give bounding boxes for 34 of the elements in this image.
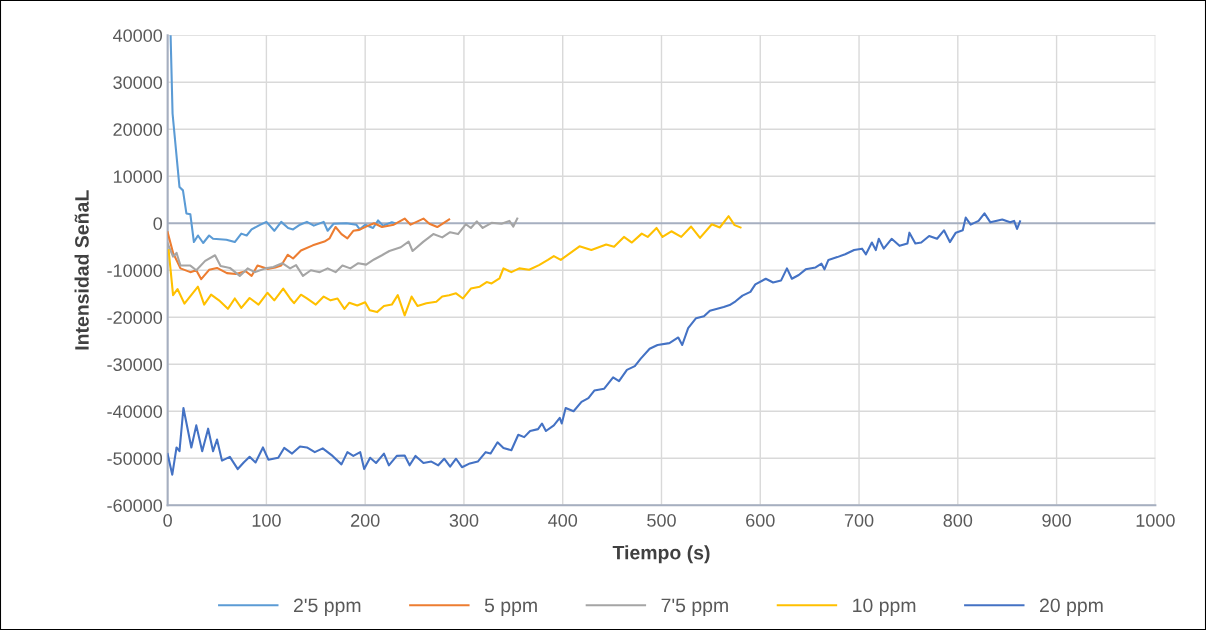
x-tick-label: 800 bbox=[943, 514, 973, 527]
y-tick-label: -30000 bbox=[107, 358, 163, 371]
line-series bbox=[167, 215, 742, 317]
y-tick-label: 0 bbox=[153, 217, 163, 230]
legend-label: 20 ppm bbox=[1040, 598, 1103, 617]
x-tick-label: 300 bbox=[449, 514, 479, 527]
y-tick-label: -50000 bbox=[107, 452, 163, 465]
y-tick-label: -40000 bbox=[107, 405, 163, 418]
y-tick-label: -60000 bbox=[107, 499, 163, 512]
x-tick-label: 600 bbox=[746, 514, 775, 527]
x-tick-label: 0 bbox=[163, 514, 172, 527]
line-series bbox=[167, 212, 1022, 476]
line-series bbox=[167, 217, 519, 277]
legend-label: 2'5 ppm bbox=[293, 598, 361, 617]
x-tick-label: 400 bbox=[548, 514, 578, 527]
line-series bbox=[169, 35, 396, 245]
x-tick-label: 200 bbox=[351, 514, 380, 527]
y-tick-label: 40000 bbox=[112, 29, 163, 42]
legend-label: 5 ppm bbox=[484, 598, 537, 617]
x-axis-title: Tiempo (s) bbox=[612, 545, 710, 564]
x-tick-label: 700 bbox=[844, 514, 874, 527]
x-tick-label: 100 bbox=[252, 514, 281, 527]
x-tick-label: 900 bbox=[1042, 514, 1071, 527]
y-tick-label: -10000 bbox=[107, 264, 163, 277]
y-tick-label: -20000 bbox=[107, 311, 163, 324]
legend-label: 10 ppm bbox=[853, 598, 916, 617]
x-tick-label: 500 bbox=[647, 514, 676, 527]
y-axis-title: Intensidad SeñaL bbox=[74, 190, 89, 350]
y-tick-label: 30000 bbox=[113, 76, 163, 89]
y-tick-label: 20000 bbox=[113, 123, 163, 136]
x-tick-label: 1000 bbox=[1136, 514, 1175, 527]
line-series bbox=[167, 217, 451, 281]
legend-label: 7'5 ppm bbox=[661, 598, 728, 617]
y-tick-label: 10000 bbox=[113, 170, 163, 183]
